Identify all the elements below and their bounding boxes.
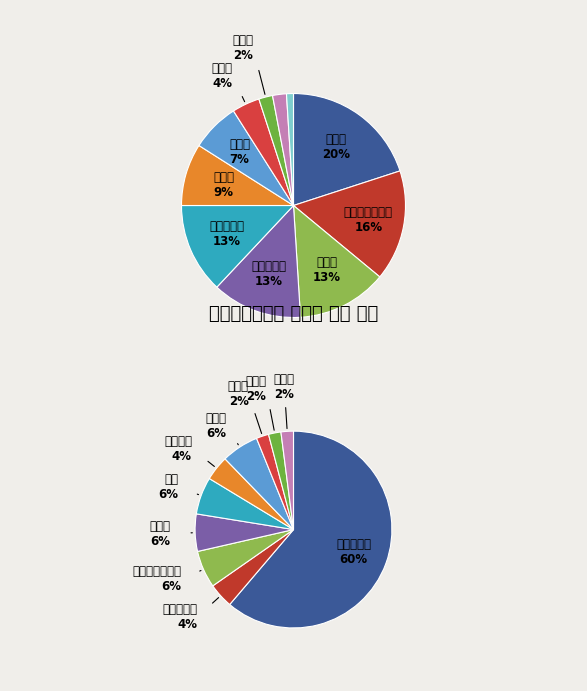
- Wedge shape: [268, 432, 294, 529]
- Text: 비단털들쥐
13%: 비단털들쥐 13%: [251, 260, 286, 288]
- Text: 등줄쥐
4%: 등줄쥐 4%: [211, 61, 232, 90]
- Wedge shape: [281, 431, 294, 529]
- Text: 다람쥐
9%: 다람쥐 9%: [213, 171, 234, 199]
- Wedge shape: [210, 459, 294, 529]
- Wedge shape: [230, 431, 392, 628]
- Wedge shape: [257, 435, 294, 529]
- Text: 하늘다람쥐
13%: 하늘다람쥐 13%: [209, 220, 244, 249]
- Text: 하늘다람쥐
4%: 하늘다람쥐 4%: [163, 603, 197, 631]
- Wedge shape: [294, 93, 400, 205]
- Wedge shape: [259, 95, 294, 205]
- Wedge shape: [234, 99, 294, 205]
- Text: 두더쥐
2%: 두더쥐 2%: [232, 35, 253, 62]
- Text: 노루혹은고라니
16%: 노루혹은고라니 16%: [344, 206, 393, 234]
- Wedge shape: [181, 146, 294, 205]
- Text: 멧돼지
13%: 멧돼지 13%: [312, 256, 340, 285]
- Wedge shape: [212, 529, 294, 605]
- Text: 두더쥐
6%: 두더쥐 6%: [205, 413, 227, 440]
- Text: 등줄쥐
2%: 등줄쥐 2%: [228, 380, 248, 408]
- Text: 노루혹은고라니
6%: 노루혹은고라니 6%: [132, 565, 181, 594]
- Text: 옛토끼
2%: 옛토끼 2%: [245, 375, 266, 404]
- Text: 작은땃쥐
4%: 작은땃쥐 4%: [164, 435, 192, 462]
- Text: 청설모
20%: 청설모 20%: [322, 133, 350, 160]
- Wedge shape: [217, 205, 301, 317]
- Wedge shape: [294, 205, 380, 317]
- Title: 삵배설물에서의 포유류 종별 비율: 삵배설물에서의 포유류 종별 비율: [209, 305, 378, 323]
- Wedge shape: [294, 171, 406, 277]
- Text: 다람쥐
6%: 다람쥐 6%: [150, 520, 171, 547]
- Wedge shape: [286, 93, 294, 205]
- Text: 옛토끼
7%: 옛토끼 7%: [229, 138, 250, 166]
- Wedge shape: [199, 111, 294, 205]
- Wedge shape: [272, 94, 294, 205]
- Wedge shape: [196, 479, 294, 529]
- Wedge shape: [198, 529, 294, 586]
- Text: 비단털들쥐
60%: 비단털들쥐 60%: [336, 538, 371, 566]
- Text: 땃쥐
6%: 땃쥐 6%: [158, 473, 178, 501]
- Wedge shape: [195, 514, 294, 551]
- Wedge shape: [225, 438, 294, 529]
- Wedge shape: [181, 205, 294, 287]
- Text: 청설모
2%: 청설모 2%: [274, 373, 295, 401]
